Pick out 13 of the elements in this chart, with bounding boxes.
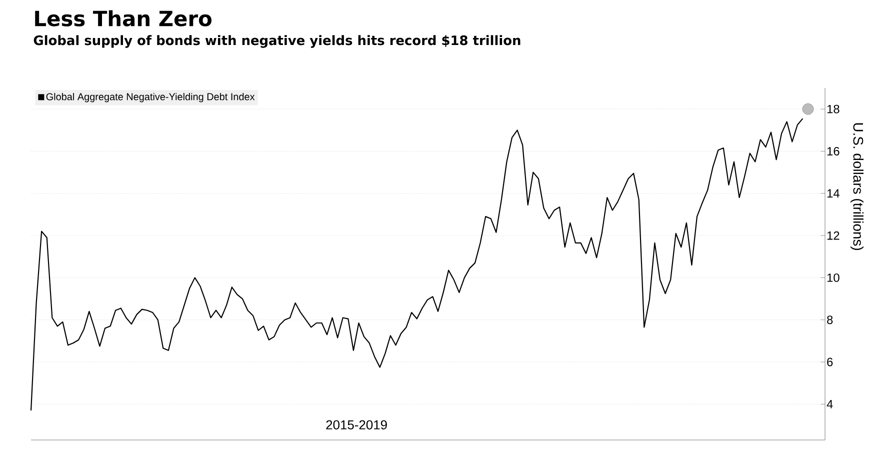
annotation: 2015-2019: [326, 420, 387, 430]
y-tick-label: 6: [827, 358, 833, 366]
y-tick-label: 14: [827, 189, 840, 198]
legend-label: Global Aggregate Negative-Yielding Debt Index: [46, 92, 255, 102]
y-tick-label: 18: [827, 104, 840, 114]
y-axis-title: U.S. dollars (trillions): [850, 123, 864, 250]
chart-subtitle: Global supply of bonds with negative yields hits record $18 trillion: [34, 35, 520, 48]
y-tick-label: 4: [826, 400, 833, 408]
y-tick-label: 10: [827, 273, 840, 282]
y-tick-label: 8: [827, 316, 833, 324]
y-tick-label: 12: [827, 231, 840, 240]
y-tick-label: 16: [827, 146, 840, 156]
chart-title: Less Than Zero: [35, 10, 212, 26]
